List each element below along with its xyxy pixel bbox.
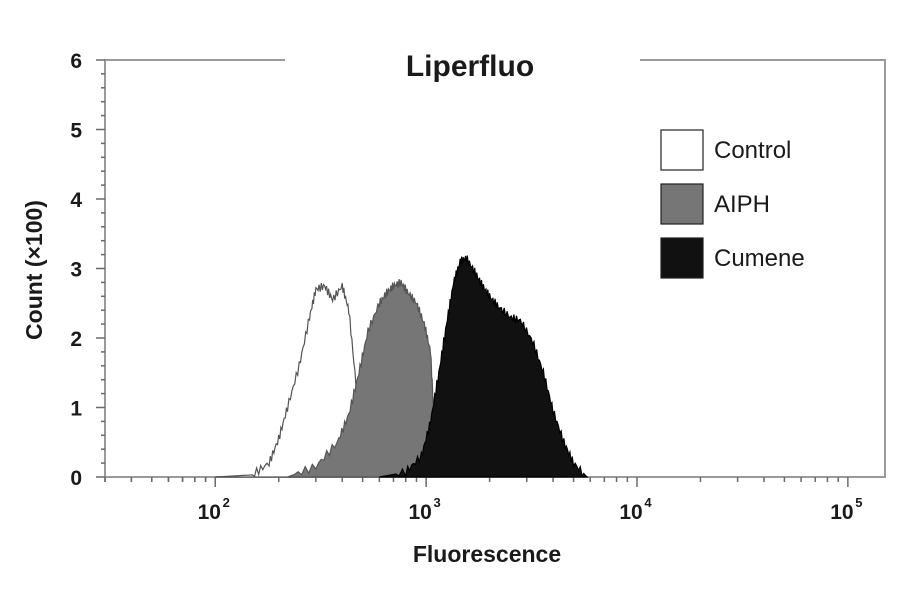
y-tick-label: 1: [70, 398, 82, 421]
x-tick-labels: 10 2 10 3 10 4 10 5: [198, 495, 863, 524]
y-axis-label: Count (×100): [21, 200, 47, 340]
legend-label-cumene: Cumene: [714, 245, 805, 272]
series-cumene-area: [379, 255, 589, 479]
legend-swatch-aiph: [660, 183, 704, 225]
x-tick-label: 10: [408, 501, 431, 524]
legend-swatch-control: [660, 129, 704, 171]
x-tick-exponent: 5: [855, 495, 862, 510]
series-layer: [215, 255, 589, 479]
legend-label-aiph: AIPH: [714, 191, 770, 218]
y-tick-label: 5: [70, 120, 82, 143]
y-tick-labels: 0 1 2 3 4 5 6: [70, 50, 82, 490]
legend-swatch-cumene: [660, 237, 704, 279]
y-tick-label: 4: [70, 189, 82, 212]
x-tick-exponent: 3: [434, 495, 441, 510]
y-tick-label: 6: [70, 50, 82, 73]
x-tick-exponent: 4: [644, 495, 652, 510]
y-tick-label: 3: [70, 259, 82, 282]
y-tick-label: 0: [70, 467, 82, 490]
x-tick-exponent: 2: [223, 495, 230, 510]
x-axis-label: Fluorescence: [413, 541, 561, 567]
y-tick-label: 2: [70, 328, 82, 351]
series-aiph-area: [287, 279, 440, 478]
x-tick-label: 10: [830, 501, 853, 524]
legend: Control AIPH Cumene: [660, 129, 805, 279]
axis-ticks: [96, 59, 849, 487]
chart-title: Liperfluo: [406, 50, 534, 83]
x-tick-label: 10: [198, 501, 221, 524]
x-tick-label: 10: [619, 501, 642, 524]
series-control-area: [215, 282, 367, 478]
legend-label-control: Control: [714, 137, 791, 164]
